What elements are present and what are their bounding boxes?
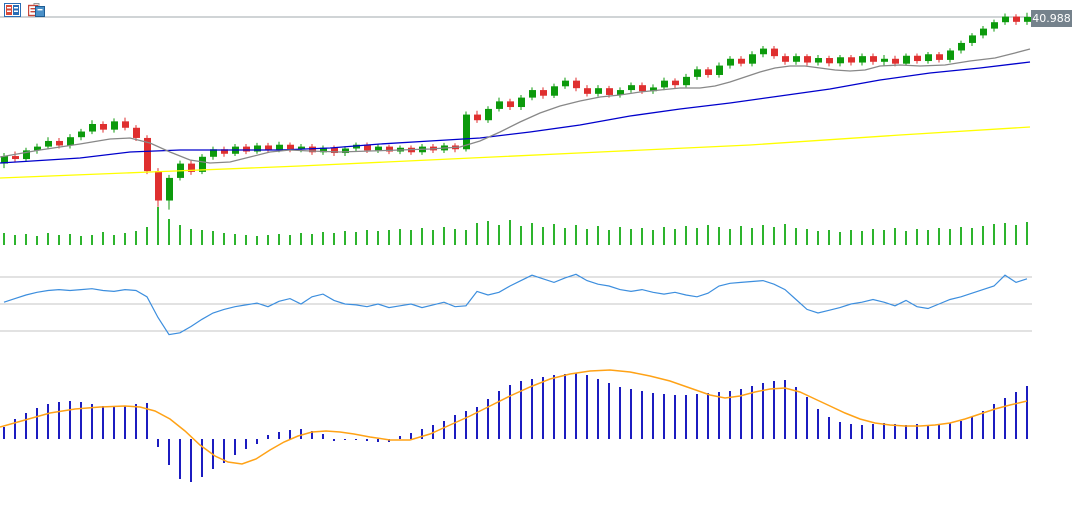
chart-toolbar (4, 3, 45, 17)
report-table-icon[interactable] (4, 3, 21, 17)
last-price-badge: 40.988 (1031, 10, 1072, 27)
oscillator-pane (0, 273, 1032, 336)
price-pane (0, 12, 1031, 210)
volume-pane (3, 207, 1028, 245)
save-chart-icon[interactable] (28, 3, 45, 17)
macd-pane (0, 369, 1028, 482)
